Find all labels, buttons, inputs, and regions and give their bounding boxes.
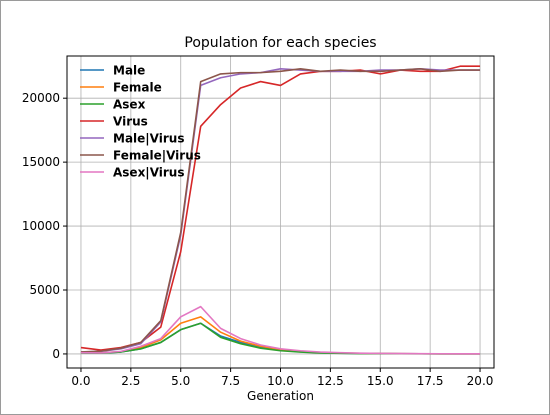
x-tick-label: 0.0 xyxy=(71,374,90,388)
y-tick-label: 20000 xyxy=(22,91,60,105)
legend-label-male-virus: Male|Virus xyxy=(113,132,184,146)
legend-label-female-virus: Female|Virus xyxy=(113,149,201,163)
y-tick-label: 10000 xyxy=(22,219,60,233)
legend-label-asex: Asex xyxy=(113,98,146,112)
series-line-asex-virus xyxy=(80,305,481,355)
y-axis-ticks: 0 5000 10000 15000 20000 xyxy=(22,91,67,361)
x-tick-label: 5.0 xyxy=(171,374,190,388)
x-axis-ticks: 0.0 2.5 5.0 7.5 10.0 12.5 15.0 17.5 20.0 xyxy=(71,368,493,388)
series-line-female-virus xyxy=(80,67,481,353)
y-tick-label: 0 xyxy=(52,347,60,361)
x-tick-label: 17.5 xyxy=(417,374,444,388)
x-axis-label: Generation xyxy=(247,389,314,403)
legend: Male Female Asex Virus Male|Virus Female|Viru… xyxy=(80,64,201,180)
grid xyxy=(67,56,494,368)
series-lines xyxy=(80,65,481,355)
legend-label-male: Male xyxy=(113,64,145,78)
x-tick-label: 10.0 xyxy=(267,374,294,388)
y-tick-label: 15000 xyxy=(22,155,60,169)
x-tick-label: 20.0 xyxy=(467,374,494,388)
y-tick-label: 5000 xyxy=(29,283,60,297)
legend-label-female: Female xyxy=(113,81,162,95)
x-tick-label: 12.5 xyxy=(317,374,344,388)
x-tick-label: 2.5 xyxy=(121,374,140,388)
legend-label-virus: Virus xyxy=(113,115,148,129)
legend-label-asex-virus: Asex|Virus xyxy=(113,166,184,180)
x-tick-label: 7.5 xyxy=(221,374,240,388)
x-tick-label: 15.0 xyxy=(367,374,394,388)
chart-title: Population for each species xyxy=(184,35,376,51)
